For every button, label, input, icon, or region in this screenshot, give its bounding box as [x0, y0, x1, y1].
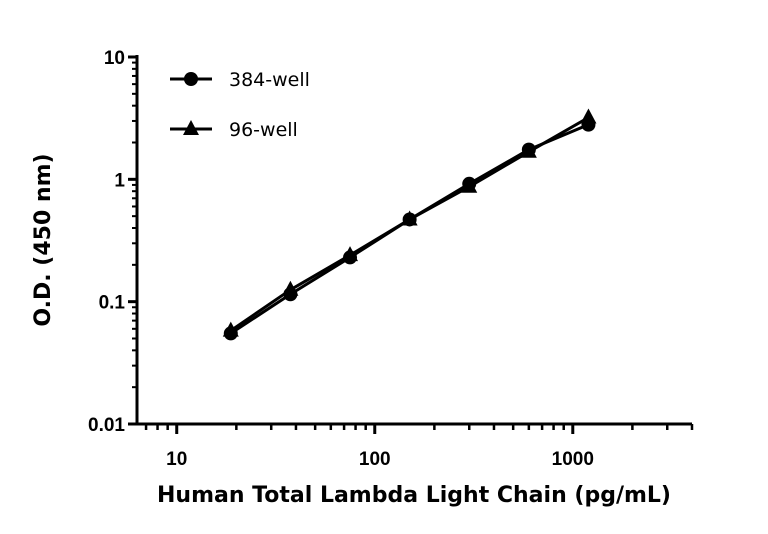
legend: 384-well 96-well [170, 69, 310, 141]
x-tick-label: 10 [166, 449, 187, 470]
y-tick-label: 0.01 [88, 415, 125, 436]
data-point-96-well [222, 321, 239, 337]
data-point-96-well [580, 108, 597, 124]
legend-marker-384-well [184, 72, 198, 86]
legend-marker-96-well [183, 120, 199, 135]
plot-area [222, 108, 597, 341]
data-point-96-well [401, 210, 418, 226]
data-point-96-well [342, 246, 359, 262]
y-tick-label: 1 [114, 170, 125, 191]
x-tick-label: 100 [359, 449, 391, 470]
x-tick-label: 1000 [552, 449, 594, 470]
y-tick-label: 0.1 [99, 293, 126, 314]
data-point-96-well [461, 177, 478, 193]
y-axis-label: O.D. (450 nm) [31, 153, 56, 326]
x-axis-label: Human Total Lambda Light Chain (pg/mL) [157, 483, 671, 508]
legend-label-96-well: 96-well [229, 119, 298, 141]
data-point-96-well [282, 280, 299, 296]
y-tick-label: 10 [104, 48, 125, 69]
data-point-96-well [520, 142, 537, 158]
legend-label-384-well: 384-well [229, 69, 310, 91]
axes: 0.01 0.1 1 10 10 100 1000 [88, 48, 694, 470]
